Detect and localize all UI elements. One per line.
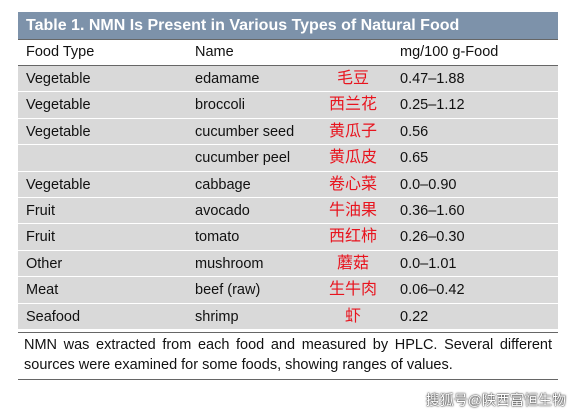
- chinese-name: 西红柿: [328, 228, 377, 246]
- header-cell: Food Type: [26, 44, 95, 60]
- nmn-value: 0.0–1.01: [400, 255, 457, 272]
- nmn-value: 0.06–0.42: [400, 282, 465, 299]
- nmn-value: 0.22: [400, 308, 429, 325]
- nmn-value: 0.26–0.30: [400, 229, 465, 246]
- nmn-value: 0.36–1.60: [400, 202, 465, 219]
- chinese-name: 卷心菜: [328, 175, 377, 193]
- header-cell: Name: [195, 44, 234, 60]
- table: Table 1. NMN Is Present in Various Types…: [18, 12, 558, 380]
- food-type: Vegetable: [26, 97, 91, 114]
- food-type: Seafood: [26, 308, 81, 325]
- header-row: Food Type Name mg/100 g-Food: [18, 39, 558, 66]
- food-type: Fruit: [26, 202, 55, 219]
- food-type: Fruit: [26, 229, 55, 246]
- chinese-name: 生牛肉: [328, 281, 377, 299]
- food-name: shrimp: [195, 308, 239, 325]
- nmn-value: 0.56: [400, 123, 429, 140]
- watermark: 搜狐号@陕西富恒生物: [425, 392, 566, 408]
- table-row: Seafood shrimp 虾 0.22: [18, 303, 558, 330]
- food-type: Meat: [26, 282, 59, 299]
- header-cell: mg/100 g-Food: [400, 44, 499, 60]
- table-row: Vegetable edamame 毛豆 0.47–1.88: [18, 66, 558, 93]
- nmn-value: 0.25–1.12: [400, 97, 465, 114]
- chinese-name: 虾: [344, 307, 361, 325]
- chinese-name: 西兰花: [328, 96, 377, 114]
- table-row: Vegetable cucumber seed 黄瓜子 0.56: [18, 118, 558, 146]
- food-name: tomato: [195, 229, 240, 246]
- table-row: Other mushroom 蘑菇 0.0–1.01: [18, 250, 558, 278]
- nmn-value: 0.0–0.90: [400, 176, 457, 193]
- food-name: broccoli: [195, 97, 245, 114]
- food-name: cabbage: [195, 176, 251, 193]
- food-type: Other: [26, 255, 63, 272]
- table-body: Vegetable edamame 毛豆 0.47–1.88 Vegetable broc…: [18, 66, 558, 330]
- table-row: cucumber peel 黄瓜皮 0.65: [18, 145, 558, 172]
- chinese-name: 毛豆: [336, 70, 369, 87]
- food-name: avocado: [195, 202, 250, 219]
- footnote: NMN was extracted from each food and mea…: [18, 331, 558, 380]
- food-name: edamame: [195, 71, 260, 87]
- table-row: Vegetable broccoli 西兰花 0.25–1.12: [18, 92, 558, 119]
- food-name: cucumber peel: [195, 150, 291, 167]
- table-row: Vegetable cabbage 卷心菜 0.0–0.90: [18, 171, 558, 198]
- table-row: Fruit avocado 牛油果 0.36–1.60: [18, 197, 558, 225]
- food-type: Vegetable: [26, 123, 91, 140]
- nmn-value: 0.65: [400, 150, 429, 167]
- nmn-value: 0.47–1.88: [400, 71, 465, 87]
- food-name: mushroom: [195, 255, 264, 272]
- food-type: Vegetable: [26, 176, 91, 193]
- chinese-name: 黄瓜子: [328, 122, 377, 140]
- chinese-name: 黄瓜皮: [328, 149, 377, 167]
- table-row: Fruit tomato 西红柿 0.26–0.30: [18, 224, 558, 251]
- food-type: Vegetable: [26, 71, 91, 87]
- table-row: Meat beef (raw) 生牛肉 0.06–0.42: [18, 277, 558, 304]
- food-name: beef (raw): [195, 282, 261, 299]
- chinese-name: 牛油果: [328, 201, 377, 219]
- chinese-name: 蘑菇: [336, 254, 369, 272]
- food-name: cucumber seed: [195, 123, 295, 140]
- table-title: Table 1. NMN Is Present in Various Types…: [18, 12, 558, 39]
